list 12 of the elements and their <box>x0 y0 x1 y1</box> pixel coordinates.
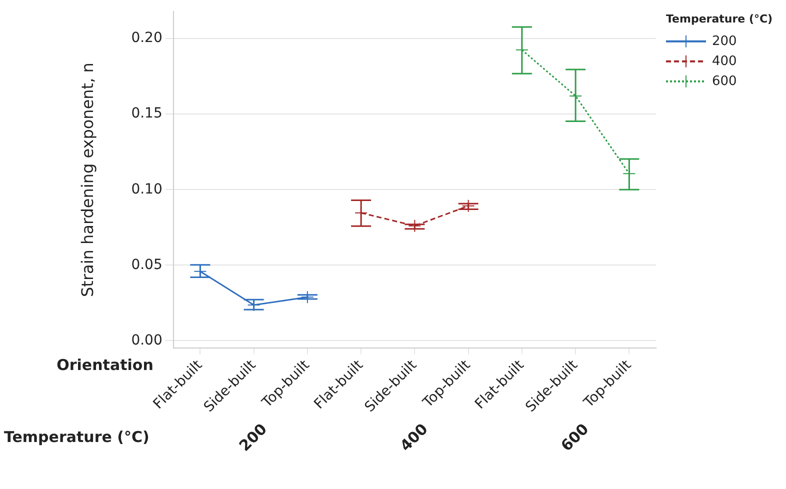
y-tick-label: 0.15 <box>131 106 162 122</box>
legend-label: 200 <box>712 34 737 49</box>
y-tick-label: 0.00 <box>131 332 162 348</box>
text: Orientation <box>56 356 154 374</box>
y-tick-label: 0.05 <box>131 256 162 273</box>
y-tick-label: 0.10 <box>131 181 162 198</box>
y-axis-title: Strain hardening exponent, n <box>78 62 97 297</box>
legend-label: 400 <box>712 54 737 69</box>
text: Temperature (°C) <box>4 428 150 446</box>
legend-title: Temperature (°C) <box>666 12 773 26</box>
y-tick-label: 0.20 <box>131 30 162 46</box>
legend-label: 600 <box>712 74 737 89</box>
